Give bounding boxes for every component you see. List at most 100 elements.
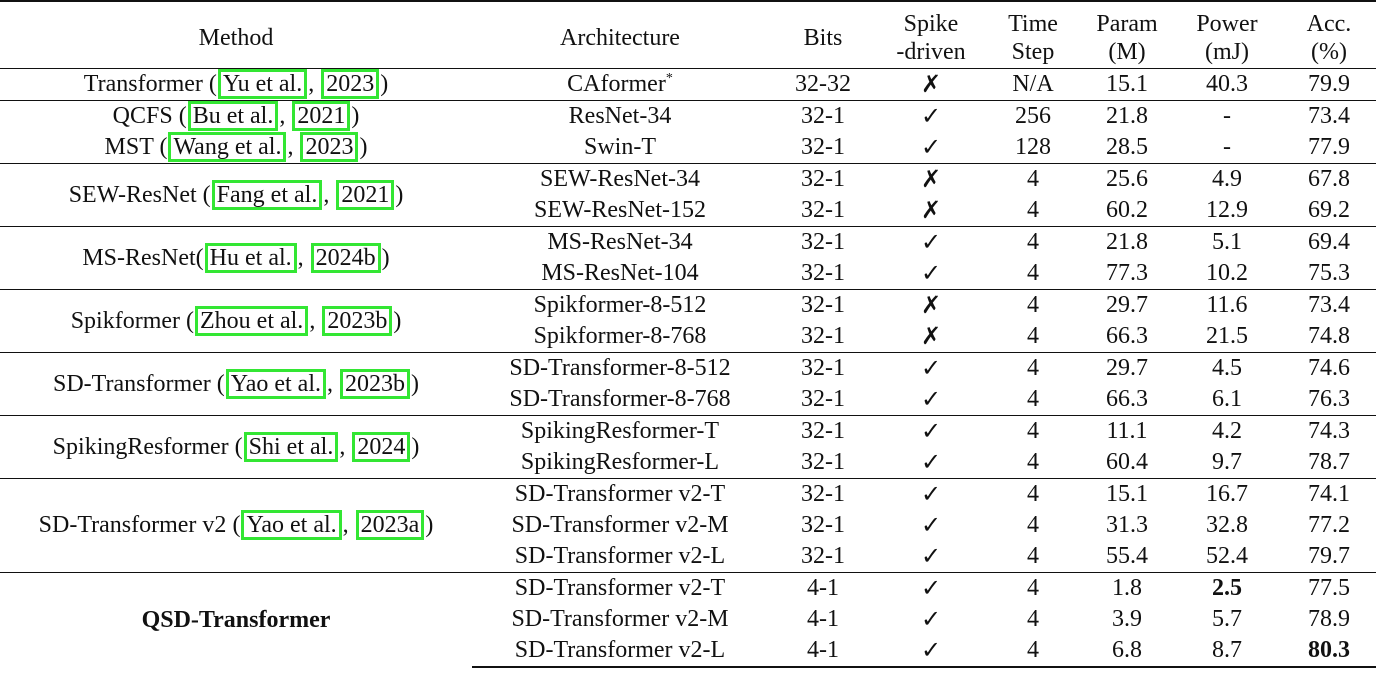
architecture-cell: SpikingResformer-T bbox=[520, 418, 720, 444]
citation-link[interactable]: Yao et al. bbox=[225, 368, 326, 399]
citation-link[interactable]: Bu et al. bbox=[187, 101, 279, 131]
check-icon: ✓ bbox=[920, 574, 942, 602]
bits-cell: 32-1 bbox=[801, 449, 845, 475]
bits-cell: 32-1 bbox=[801, 197, 845, 223]
power-cell: 16.7 bbox=[1206, 481, 1248, 507]
citation-link[interactable]: Yao et al. bbox=[241, 510, 342, 540]
power-cell: 4.9 bbox=[1212, 166, 1242, 192]
method-cell: SD-Transformer (Yao et al., 2023b) bbox=[52, 368, 419, 399]
method-cell: MS-ResNet(Hu et al., 2024b) bbox=[82, 242, 390, 273]
group-ms-resnet: MS-ResNet(Hu et al., 2024b) MS-ResNet-34… bbox=[0, 226, 1376, 290]
architecture-cell: SD-Transformer v2-T bbox=[514, 575, 726, 601]
bits-cell: 32-1 bbox=[801, 481, 845, 507]
accuracy-cell: 76.3 bbox=[1308, 386, 1350, 412]
time-step-cell: 4 bbox=[1027, 166, 1039, 192]
group-sew-resnet: SEW-ResNet (Fang et al., 2021) SEW-ResNe… bbox=[0, 163, 1376, 227]
bits-cell: 32-1 bbox=[801, 355, 845, 381]
param-cell: 77.3 bbox=[1106, 260, 1148, 286]
power-cell: 6.1 bbox=[1212, 386, 1242, 412]
citation-year-link[interactable]: 2023b bbox=[322, 305, 393, 336]
power-cell: 9.7 bbox=[1212, 449, 1242, 475]
check-icon: ✓ bbox=[920, 480, 942, 508]
time-step-cell: N/A bbox=[1012, 71, 1054, 97]
time-step-cell: 4 bbox=[1027, 543, 1039, 569]
accuracy-cell: 79.9 bbox=[1308, 71, 1350, 97]
architecture-cell: Spikformer-8-512 bbox=[533, 292, 707, 318]
group-sd-transformer-v2: SD-Transformer v2 (Yao et al., 2023a) SD… bbox=[0, 478, 1376, 573]
accuracy-cell: 78.9 bbox=[1308, 606, 1350, 632]
check-icon: ✓ bbox=[920, 385, 942, 413]
method-cell: Transformer (Yu et al., 2023) bbox=[83, 69, 389, 99]
bits-cell: 4-1 bbox=[807, 606, 839, 632]
time-step-cell: 4 bbox=[1027, 229, 1039, 255]
bits-cell: 32-1 bbox=[801, 323, 845, 349]
accuracy-cell-best: 80.3 bbox=[1282, 635, 1376, 668]
bits-cell: 4-1 bbox=[807, 575, 839, 601]
method-cell: MST (Wang et al., 2023) bbox=[104, 132, 368, 162]
citation-year-link[interactable]: 2021 bbox=[292, 101, 351, 131]
header-time-step: Time Step bbox=[984, 0, 1082, 69]
citation-link[interactable]: Shi et al. bbox=[243, 431, 339, 462]
accuracy-cell: 79.7 bbox=[1308, 543, 1350, 569]
param-cell: 21.8 bbox=[1106, 103, 1148, 129]
time-step-cell: 4 bbox=[1027, 386, 1039, 412]
citation-year-link[interactable]: 2023 bbox=[300, 132, 359, 162]
header-architecture: Architecture bbox=[472, 0, 768, 69]
check-icon: ✓ bbox=[920, 417, 942, 445]
time-step-cell: 4 bbox=[1027, 418, 1039, 444]
architecture-cell: SpikingResformer-L bbox=[520, 449, 720, 475]
table-row: QSD-Transformer SD-Transformer v2-T 4-1 … bbox=[0, 573, 1376, 633]
citation-year-link[interactable]: 2023 bbox=[321, 69, 380, 99]
citation-link[interactable]: Hu et al. bbox=[204, 242, 297, 273]
bits-cell: 32-1 bbox=[801, 292, 845, 318]
citation-link[interactable]: Yu et al. bbox=[217, 69, 308, 99]
param-cell: 1.8 bbox=[1112, 575, 1142, 601]
check-icon: ✓ bbox=[920, 448, 942, 476]
time-step-cell: 4 bbox=[984, 635, 1082, 668]
bits-cell: 32-1 bbox=[801, 512, 845, 538]
architecture-cell: SD-Transformer v2-L bbox=[514, 543, 726, 569]
power-cell: 11.6 bbox=[1206, 292, 1248, 318]
bits-cell: 32-1 bbox=[801, 134, 845, 160]
citation-link[interactable]: Fang et al. bbox=[211, 179, 323, 210]
check-icon: ✓ bbox=[920, 542, 942, 570]
param-cell: 29.7 bbox=[1106, 292, 1148, 318]
param-cell: 29.7 bbox=[1106, 355, 1148, 381]
citation-year-link[interactable]: 2023b bbox=[340, 368, 410, 399]
cross-icon: ✗ bbox=[920, 196, 942, 224]
accuracy-cell: 75.3 bbox=[1308, 260, 1350, 286]
architecture-cell: MS-ResNet-34 bbox=[547, 229, 693, 255]
header-param: Param (M) bbox=[1082, 0, 1172, 69]
citation-year-link[interactable]: 2024b bbox=[310, 242, 381, 273]
architecture-cell: Spikformer-8-768 bbox=[533, 323, 707, 349]
architecture-cell: SD-Transformer v2-M bbox=[511, 606, 729, 632]
architecture-cell: SD-Transformer v2-L bbox=[472, 635, 768, 668]
power-cell: 21.5 bbox=[1206, 323, 1248, 349]
check-icon: ✓ bbox=[920, 354, 942, 382]
time-step-cell: 4 bbox=[1027, 260, 1039, 286]
citation-link[interactable]: Wang et al. bbox=[168, 132, 287, 162]
time-step-cell: 4 bbox=[1027, 323, 1039, 349]
time-step-cell: 4 bbox=[1027, 355, 1039, 381]
accuracy-cell: 69.4 bbox=[1308, 229, 1350, 255]
citation-link[interactable]: Zhou et al. bbox=[195, 305, 309, 336]
power-cell: 10.2 bbox=[1206, 260, 1248, 286]
time-step-cell: 4 bbox=[1027, 481, 1039, 507]
accuracy-cell: 77.9 bbox=[1308, 134, 1350, 160]
cross-icon: ✗ bbox=[920, 322, 942, 350]
param-cell: 3.9 bbox=[1112, 606, 1142, 632]
param-cell: 31.3 bbox=[1106, 512, 1148, 538]
citation-year-link[interactable]: 2024 bbox=[352, 431, 411, 462]
citation-year-link[interactable]: 2021 bbox=[336, 179, 395, 210]
power-cell: 12.9 bbox=[1206, 197, 1248, 223]
table-row: SD-Transformer v2 (Yao et al., 2023a) SD… bbox=[0, 479, 1376, 540]
power-cell: 52.4 bbox=[1206, 543, 1248, 569]
accuracy-cell: 69.2 bbox=[1308, 197, 1350, 223]
group-transformer: Transformer (Yu et al., 2023) CAformer* … bbox=[0, 68, 1376, 101]
citation-year-link[interactable]: 2023a bbox=[355, 510, 425, 540]
bits-cell: 4-1 bbox=[768, 635, 878, 668]
group-qsd-transformer: QSD-Transformer SD-Transformer v2-T 4-1 … bbox=[0, 572, 1376, 668]
accuracy-cell: 78.7 bbox=[1308, 449, 1350, 475]
param-cell: 66.3 bbox=[1106, 386, 1148, 412]
method-cell: SEW-ResNet (Fang et al., 2021) bbox=[68, 179, 404, 210]
